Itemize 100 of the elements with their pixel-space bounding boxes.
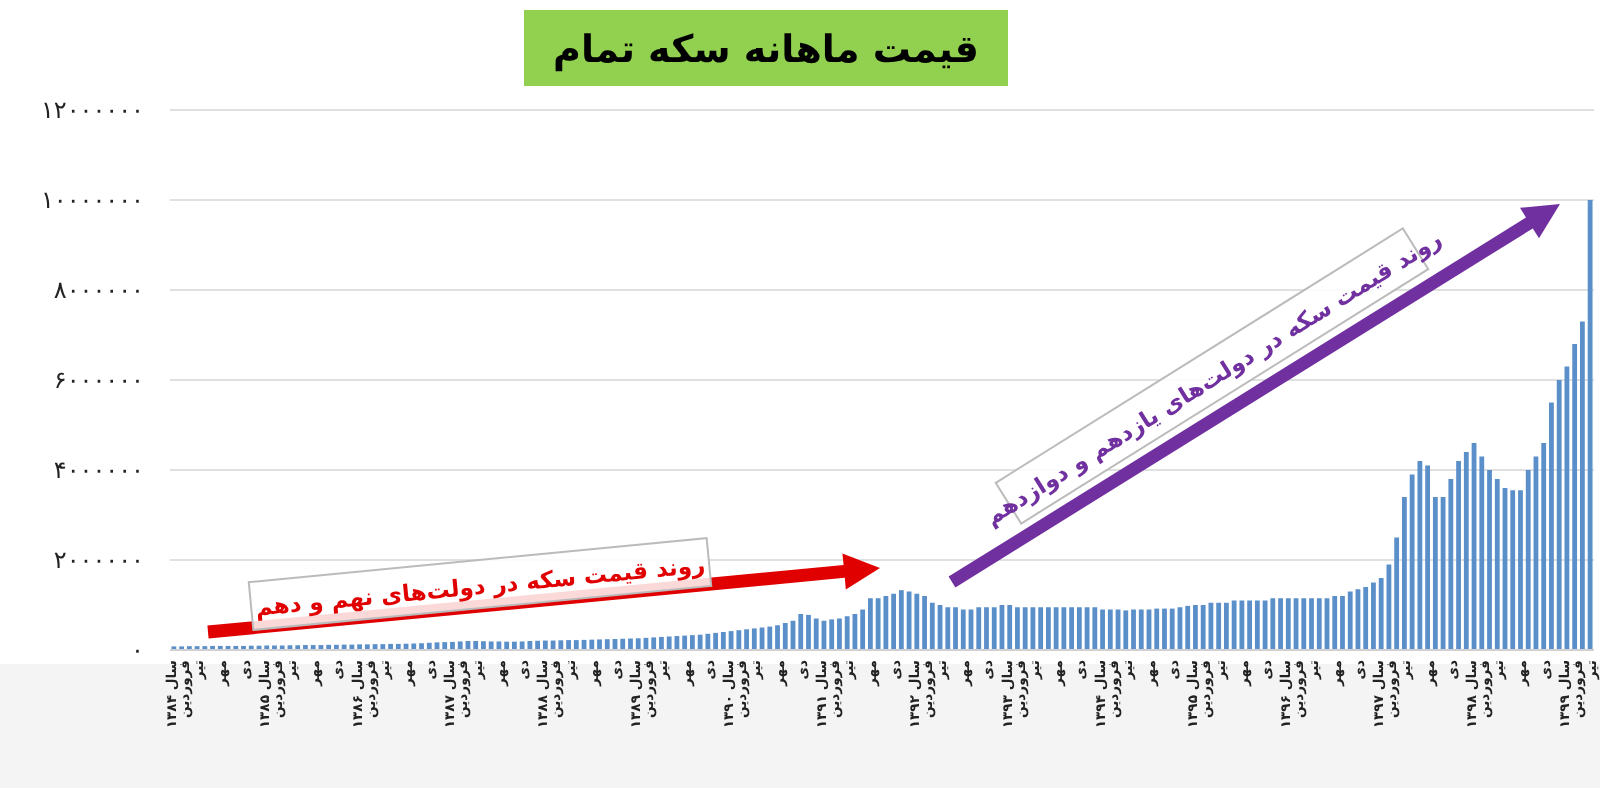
bar — [1247, 600, 1253, 650]
bar — [1425, 465, 1431, 650]
bar — [1216, 602, 1222, 650]
bar — [457, 641, 463, 650]
bar — [1038, 607, 1044, 650]
bar — [1045, 607, 1051, 650]
bar — [597, 639, 602, 650]
bar — [1223, 602, 1229, 650]
bar — [883, 596, 889, 650]
bar — [635, 638, 641, 650]
bar — [604, 639, 610, 650]
bar — [697, 634, 703, 650]
bar — [682, 635, 688, 650]
bar — [705, 633, 711, 650]
bar — [1022, 607, 1028, 650]
bar — [527, 641, 533, 650]
bar — [914, 593, 920, 650]
y-tick-label: ۸۰۰۰۰۰۰ — [53, 276, 144, 304]
bar — [1061, 607, 1067, 650]
bar — [867, 598, 873, 650]
bar — [1123, 610, 1129, 650]
bar — [651, 637, 657, 650]
bar — [976, 607, 982, 650]
y-tick-label: ۶۰۰۰۰۰۰ — [53, 366, 144, 394]
bar — [442, 642, 448, 650]
bar — [1278, 598, 1283, 650]
bar — [1510, 490, 1516, 650]
bar — [736, 630, 742, 650]
bar — [984, 607, 989, 650]
bar — [945, 607, 951, 650]
bar — [1231, 600, 1237, 650]
bar — [473, 641, 479, 650]
annotation: روند قیمت سکه در دولت‌های یازدهم و دوازدهم — [979, 224, 1447, 531]
bar — [1131, 609, 1136, 650]
bar — [1069, 607, 1075, 650]
bar — [411, 643, 417, 650]
bar — [922, 596, 927, 650]
bar — [767, 626, 773, 650]
bar — [1100, 609, 1105, 650]
bar — [775, 625, 780, 650]
bar — [1169, 608, 1175, 650]
bar — [1347, 591, 1353, 650]
bar — [1239, 600, 1245, 650]
chart-title: قیمت ماهانه سکه تمام — [553, 28, 979, 72]
bar — [488, 641, 494, 650]
bar — [1015, 607, 1020, 650]
bar — [1138, 609, 1144, 650]
y-tick-label: ۲۰۰۰۰۰۰ — [53, 546, 144, 574]
bar — [558, 640, 564, 650]
bar — [744, 629, 749, 650]
bar — [1053, 607, 1059, 650]
bar — [689, 635, 695, 650]
bar — [798, 614, 804, 650]
y-tick-label: ۴۰۰۰۰۰۰ — [53, 456, 144, 484]
bar — [1270, 598, 1276, 650]
bar — [844, 616, 850, 650]
bar — [1301, 598, 1307, 650]
bar — [666, 636, 672, 650]
y-tick-label: ۱۲۰۰۰۰۰۰ — [40, 96, 144, 124]
bar — [960, 609, 966, 650]
bar — [1076, 607, 1082, 650]
bar — [806, 614, 811, 650]
bar — [837, 618, 842, 650]
bar — [450, 641, 455, 650]
bar — [1340, 596, 1345, 650]
bar — [1162, 608, 1167, 650]
bar — [829, 619, 835, 650]
bar — [1200, 605, 1206, 650]
bar — [364, 644, 370, 650]
bar — [1154, 608, 1160, 650]
y-tick-label: ۱۰۰۰۰۰۰۰ — [40, 186, 144, 214]
bar — [713, 632, 719, 650]
bar — [589, 639, 595, 650]
bar — [1316, 598, 1322, 650]
bar — [782, 623, 788, 650]
bar — [566, 640, 571, 650]
bar — [1309, 598, 1314, 650]
bar — [357, 644, 363, 650]
bar — [1092, 607, 1098, 650]
bar — [1185, 605, 1191, 650]
bar — [991, 607, 997, 650]
bar — [1587, 200, 1593, 650]
bar — [720, 632, 726, 650]
bar — [1285, 598, 1291, 650]
bar — [535, 640, 541, 650]
bar — [1332, 596, 1338, 650]
bar — [481, 641, 486, 650]
bar — [628, 638, 633, 650]
bar — [891, 593, 897, 650]
bar — [929, 602, 935, 650]
bar — [573, 640, 579, 650]
bar — [1254, 600, 1260, 650]
bar — [1371, 582, 1376, 650]
bar — [1363, 587, 1369, 650]
bar — [1107, 609, 1113, 650]
bar — [875, 598, 881, 650]
bar — [751, 628, 757, 650]
bar — [620, 638, 626, 650]
bar — [1193, 605, 1198, 650]
bar — [898, 590, 904, 650]
